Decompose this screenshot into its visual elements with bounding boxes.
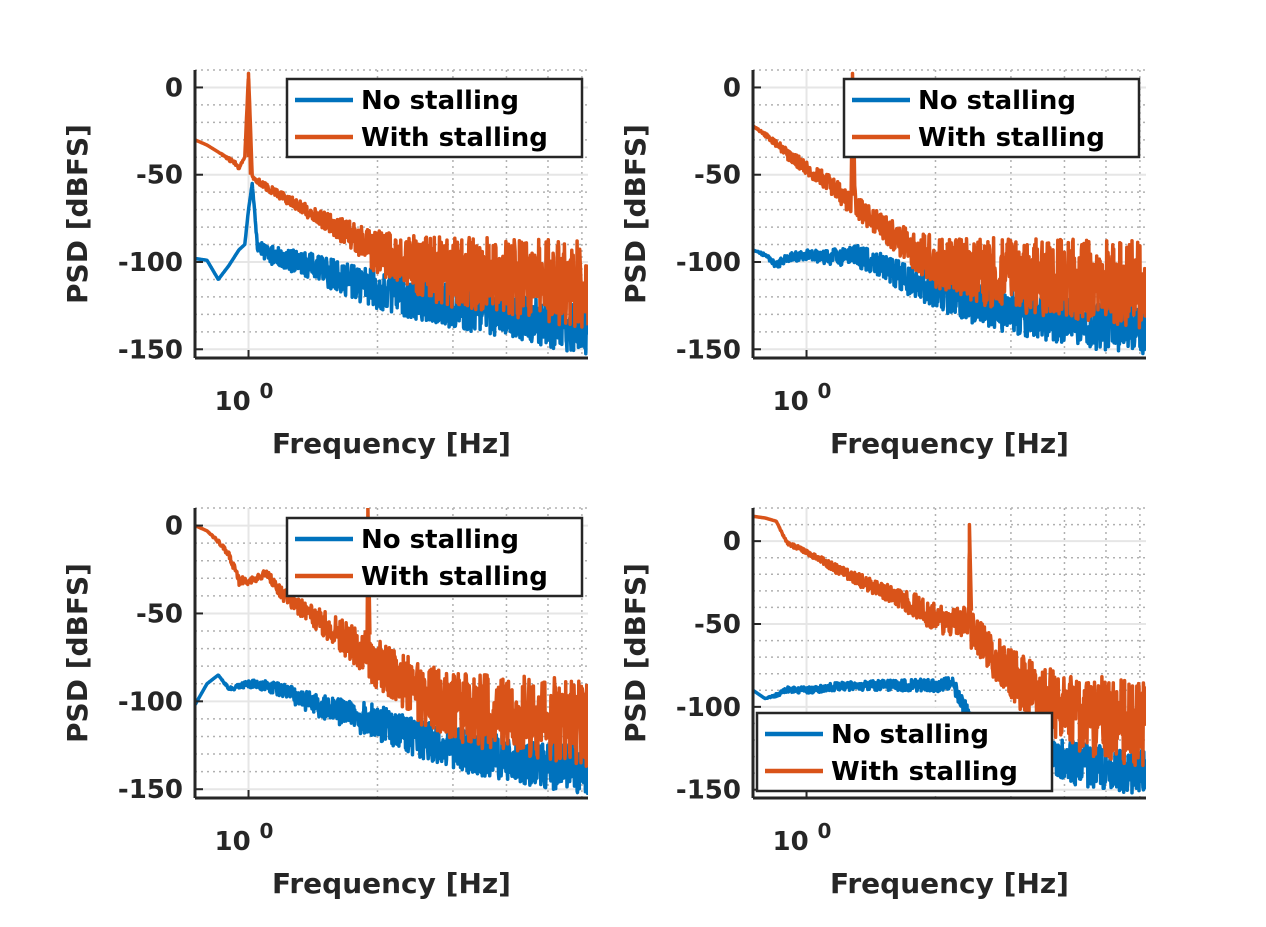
- subplot-4: 0 -50 -100 -150 10 0 Frequency [Hz] PSD [dBFS] N…: [619, 507, 1146, 900]
- series-line-with-stalling: [753, 514, 1146, 768]
- legend-box: [285, 516, 584, 598]
- legend-entry: No stalling: [918, 86, 1076, 116]
- y-tick-label: 0: [165, 73, 183, 103]
- legend-entry: No stalling: [361, 525, 519, 555]
- y-axis-label: PSD [dBFS]: [61, 563, 94, 743]
- y-axis-label: PSD [dBFS]: [619, 124, 652, 304]
- x-tick-label: 10: [215, 387, 251, 417]
- legend: No stalling With stalling: [842, 77, 1141, 159]
- y-tick-label: -50: [136, 161, 183, 191]
- x-tick-exponent: 0: [818, 379, 832, 403]
- y-tick-label: 0: [723, 527, 741, 557]
- y-tick-label: 0: [165, 512, 183, 542]
- legend-entry: With stalling: [361, 562, 548, 592]
- x-tick-exponent: 0: [818, 819, 832, 843]
- series-line-with-stalling: [195, 71, 588, 329]
- y-tick-label: -100: [118, 687, 183, 717]
- legend-entry: With stalling: [831, 757, 1018, 787]
- legend-entry: No stalling: [831, 720, 989, 750]
- legend-entry: No stalling: [361, 86, 519, 116]
- legend: No stalling With stalling: [285, 77, 584, 159]
- legend-box: [842, 77, 1141, 159]
- x-tick-label: 10: [773, 387, 809, 417]
- y-tick-label: -150: [676, 335, 741, 365]
- y-tick-label: -100: [676, 693, 741, 723]
- y-axis-label: PSD [dBFS]: [619, 563, 652, 743]
- x-tick-label: 10: [215, 827, 251, 857]
- y-tick-label: 0: [723, 73, 741, 103]
- y-tick-label: -50: [694, 610, 741, 640]
- series-line-no-stalling: [753, 676, 1146, 795]
- y-tick-label: -150: [118, 775, 183, 805]
- subplot-2: 0 -50 -100 -150 10 0 Frequency [Hz] PSD [dBFS] N…: [619, 69, 1146, 460]
- y-tick-label: -150: [676, 776, 741, 806]
- legend-box: [755, 711, 1054, 793]
- subplot-3: 0 -50 -100 -150 10 0 Frequency [Hz] PSD [dBFS] N…: [61, 507, 588, 900]
- y-tick-label: -50: [694, 161, 741, 191]
- x-axis-label: Frequency [Hz]: [272, 427, 511, 460]
- x-axis-label: Frequency [Hz]: [830, 427, 1069, 460]
- y-axis-label: PSD [dBFS]: [61, 124, 94, 304]
- x-tick-exponent: 0: [260, 819, 274, 843]
- legend-entry: With stalling: [361, 123, 548, 153]
- x-tick-exponent: 0: [260, 379, 274, 403]
- y-tick-label: -50: [136, 599, 183, 629]
- x-axis-label: Frequency [Hz]: [830, 867, 1069, 900]
- legend: No stalling With stalling: [285, 516, 584, 598]
- series-line-no-stalling: [195, 181, 588, 356]
- legend-box: [285, 77, 584, 159]
- subplot-1: 0 -50 -100 -150 10 0 Frequency [Hz] PSD [dBFS] N…: [61, 69, 588, 460]
- series-line-no-stalling: [195, 673, 588, 796]
- x-tick-label: 10: [773, 827, 809, 857]
- legend: No stalling With stalling: [755, 711, 1054, 793]
- legend-entry: With stalling: [918, 123, 1105, 153]
- y-tick-label: -150: [118, 335, 183, 365]
- y-tick-label: -100: [118, 248, 183, 278]
- y-tick-label: -100: [676, 248, 741, 278]
- x-axis-label: Frequency [Hz]: [272, 867, 511, 900]
